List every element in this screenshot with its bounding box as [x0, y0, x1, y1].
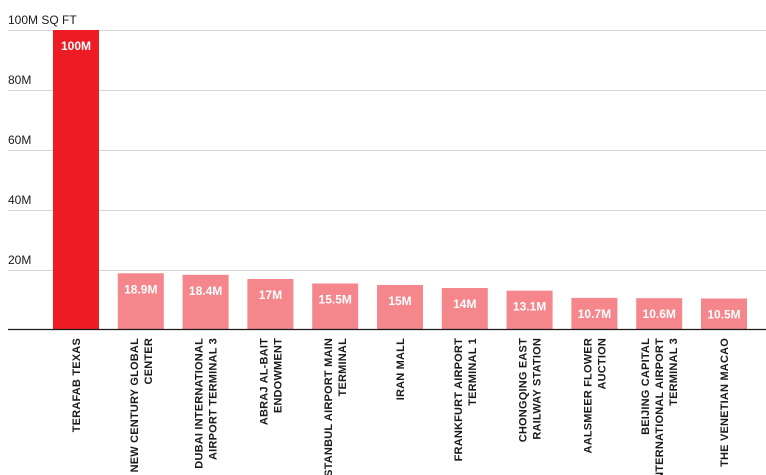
- category-label-line: ENDOWMENT: [272, 338, 284, 413]
- bar: [701, 298, 747, 330]
- data-label: 13.1M: [513, 300, 546, 314]
- category-label: IRAN MALL: [395, 338, 407, 400]
- y-tick-label: 60M: [8, 133, 31, 147]
- category-label-line: RAILWAY STATION: [532, 338, 544, 440]
- y-tick-label: 40M: [8, 193, 31, 207]
- y-tick-label: 20M: [8, 253, 31, 267]
- category-label-line: AALSMEER FLOWER: [582, 338, 594, 453]
- bar: [571, 297, 618, 330]
- grid-lines: [8, 30, 766, 271]
- bar: [117, 273, 164, 330]
- category-label: ISTANBUL AIRPORT MAIN TERMINAL: [323, 338, 349, 475]
- data-labels: 100M 18.9M 18.4M 17M 15.5M 15M 14M 13.1M 10.7M 10…: [61, 39, 741, 322]
- category-label: TERAFAB TEXAS: [71, 338, 83, 432]
- bar: [247, 279, 294, 330]
- bar: [182, 274, 229, 330]
- category-label: BEIJING CAPITAL INTERNATIONAL AIRPORT TERM…: [640, 338, 680, 475]
- bar: [506, 290, 553, 330]
- category-label-line: AUCTION: [596, 338, 608, 390]
- bar: [636, 298, 683, 330]
- category-label: THE VENETIAN MACAO: [719, 338, 731, 467]
- category-label-line: ABRAJ AL-BAIT: [258, 338, 270, 425]
- y-axis-label: 100M SQ FT: [8, 13, 77, 27]
- category-label-line: ISTANBUL AIRPORT MAIN: [323, 338, 335, 475]
- category-label: DUBAI INTERNATIONAL AIRPORT TERMINAL 3: [194, 338, 220, 469]
- category-label-line: CENTER: [143, 338, 155, 384]
- category-labels: TERAFAB TEXAS NEW CENTURY GLOBAL CENTER DUB…: [71, 338, 731, 475]
- data-label: 10.6M: [643, 307, 676, 321]
- data-label: 10.5M: [707, 308, 740, 322]
- bar: [441, 288, 488, 330]
- data-label: 15M: [388, 294, 411, 308]
- category-label-line: CHONGQING EAST: [518, 338, 530, 442]
- y-tick-labels: 80M 60M 40M 20M: [8, 73, 31, 267]
- category-label: FRANKFURT AIRPORT TERMINAL 1: [453, 338, 479, 461]
- data-label: 18.4M: [189, 284, 222, 298]
- bar: [377, 285, 423, 330]
- category-label-line: IRAN MALL: [395, 338, 407, 400]
- category-label-line: INTERNATIONAL AIRPORT: [654, 338, 666, 475]
- category-label: NEW CENTURY GLOBAL CENTER: [129, 338, 155, 472]
- bars: [53, 30, 747, 330]
- category-label-line: AIRPORT TERMINAL 3: [208, 338, 220, 460]
- category-label: CHONGQING EAST RAILWAY STATION: [518, 338, 544, 442]
- data-label: 18.9M: [124, 282, 157, 296]
- category-label-line: TERAFAB TEXAS: [71, 338, 83, 432]
- category-label-line: FRANKFURT AIRPORT: [453, 338, 465, 461]
- category-label: AALSMEER FLOWER AUCTION: [582, 338, 608, 453]
- data-label: 100M: [61, 39, 91, 53]
- category-label-line: DUBAI INTERNATIONAL: [194, 338, 206, 469]
- bar: [312, 283, 359, 330]
- data-label: 15.5M: [319, 293, 352, 307]
- category-label-line: TERMINAL: [337, 338, 349, 397]
- category-label-line: THE VENETIAN MACAO: [719, 338, 731, 467]
- bar: [53, 30, 99, 330]
- data-label: 14M: [453, 297, 476, 311]
- y-tick-label: 80M: [8, 73, 31, 87]
- data-label: 17M: [259, 288, 282, 302]
- category-label-line: TERMINAL 1: [467, 338, 479, 406]
- category-label-line: NEW CENTURY GLOBAL: [129, 338, 141, 472]
- category-label: ABRAJ AL-BAIT ENDOWMENT: [258, 338, 284, 425]
- category-label-line: BEIJING CAPITAL: [640, 338, 652, 435]
- data-label: 10.7M: [578, 307, 611, 321]
- category-label-line: TERMINAL 3: [668, 338, 680, 406]
